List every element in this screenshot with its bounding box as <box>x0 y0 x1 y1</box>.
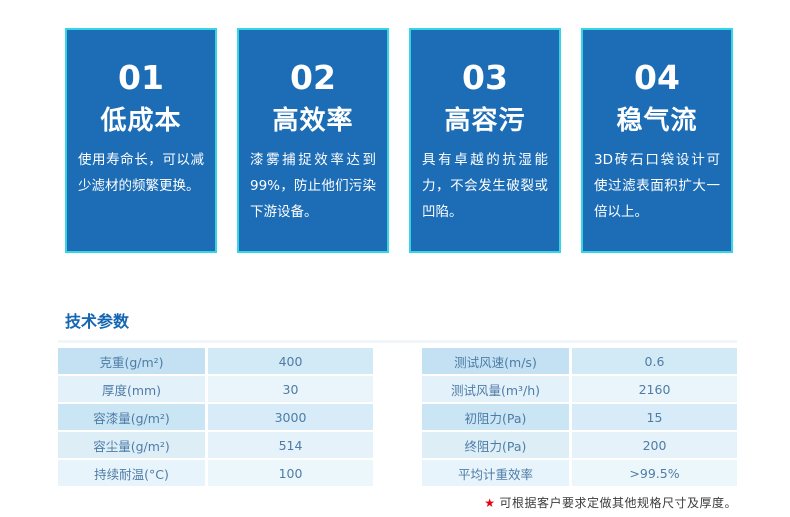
card-title: 低成本 <box>100 106 182 137</box>
spec-value: 514 <box>208 432 373 458</box>
spec-label: 厚度(mm) <box>58 376 205 402</box>
table-row: 克重(g/m²) 400 <box>58 348 373 374</box>
spec-label: 终阻力(Pa) <box>422 432 569 458</box>
feature-card-3: 03 高容污 具有卓越的抗湿能力，不会发生破裂或凹陷。 <box>409 28 561 253</box>
card-number: 02 <box>290 58 336 97</box>
spec-label: 克重(g/m²) <box>58 348 205 374</box>
card-description: 使用寿命长，可以减少滤材的频繁更换。 <box>78 152 204 195</box>
table-row: 厚度(mm) 30 <box>58 376 373 402</box>
spec-table-left: 克重(g/m²) 400 厚度(mm) 30 容漆量(g/m²) 3000 容尘… <box>58 348 373 488</box>
table-row: 初阻力(Pa) 15 <box>422 404 737 430</box>
spec-label: 测试风量(m³/h) <box>422 376 569 402</box>
spec-label: 平均计重效率 <box>422 460 569 486</box>
spec-value: 15 <box>572 404 737 430</box>
feature-card-4: 04 稳气流 3D砖石口袋设计可使过滤表面积扩大一倍以上。 <box>581 28 733 253</box>
section-divider <box>58 340 737 343</box>
card-description: 漆雾捕捉效率达到99%，防止他们污染下游设备。 <box>250 152 376 221</box>
card-number: 01 <box>118 58 164 97</box>
card-description: 3D砖石口袋设计可使过滤表面积扩大一倍以上。 <box>594 152 720 221</box>
table-row: 持续耐温(°C) 100 <box>58 460 373 486</box>
spec-label: 初阻力(Pa) <box>422 404 569 430</box>
feature-card-2: 02 高效率 漆雾捕捉效率达到99%，防止他们污染下游设备。 <box>237 28 389 253</box>
spec-value: 100 <box>208 460 373 486</box>
spec-value: 2160 <box>572 376 737 402</box>
table-row: 测试风量(m³/h) 2160 <box>422 376 737 402</box>
table-row: 测试风速(m/s) 0.6 <box>422 348 737 374</box>
table-row: 容尘量(g/m²) 514 <box>58 432 373 458</box>
spec-value: 30 <box>208 376 373 402</box>
card-title: 高效率 <box>272 106 354 137</box>
card-number: 04 <box>634 58 680 97</box>
card-title: 高容污 <box>444 106 526 137</box>
card-title: 稳气流 <box>616 106 698 137</box>
spec-value: 0.6 <box>572 348 737 374</box>
feature-cards: 01 低成本 使用寿命长，可以减少滤材的频繁更换。 02 高效率 漆雾捕捉效率达… <box>65 28 733 253</box>
card-number: 03 <box>462 58 508 97</box>
spec-value: 3000 <box>208 404 373 430</box>
spec-label: 持续耐温(°C) <box>58 460 205 486</box>
spec-label: 容尘量(g/m²) <box>58 432 205 458</box>
section-title: 技术参数 <box>65 312 130 331</box>
table-row: 平均计重效率 >99.5% <box>422 460 737 486</box>
spec-label: 测试风速(m/s) <box>422 348 569 374</box>
footnote: ★ 可根据客户要求定做其他规格尺寸及厚度。 <box>484 494 737 511</box>
table-row: 容漆量(g/m²) 3000 <box>58 404 373 430</box>
footnote-text: 可根据客户要求定做其他规格尺寸及厚度。 <box>499 496 737 510</box>
star-icon: ★ <box>484 496 496 510</box>
table-row: 终阻力(Pa) 200 <box>422 432 737 458</box>
feature-card-1: 01 低成本 使用寿命长，可以减少滤材的频繁更换。 <box>65 28 217 253</box>
spec-value: 200 <box>572 432 737 458</box>
spec-label: 容漆量(g/m²) <box>58 404 205 430</box>
card-description: 具有卓越的抗湿能力，不会发生破裂或凹陷。 <box>422 152 548 221</box>
spec-value: >99.5% <box>572 460 737 486</box>
spec-value: 400 <box>208 348 373 374</box>
spec-table-right: 测试风速(m/s) 0.6 测试风量(m³/h) 2160 初阻力(Pa) 15… <box>422 348 737 488</box>
